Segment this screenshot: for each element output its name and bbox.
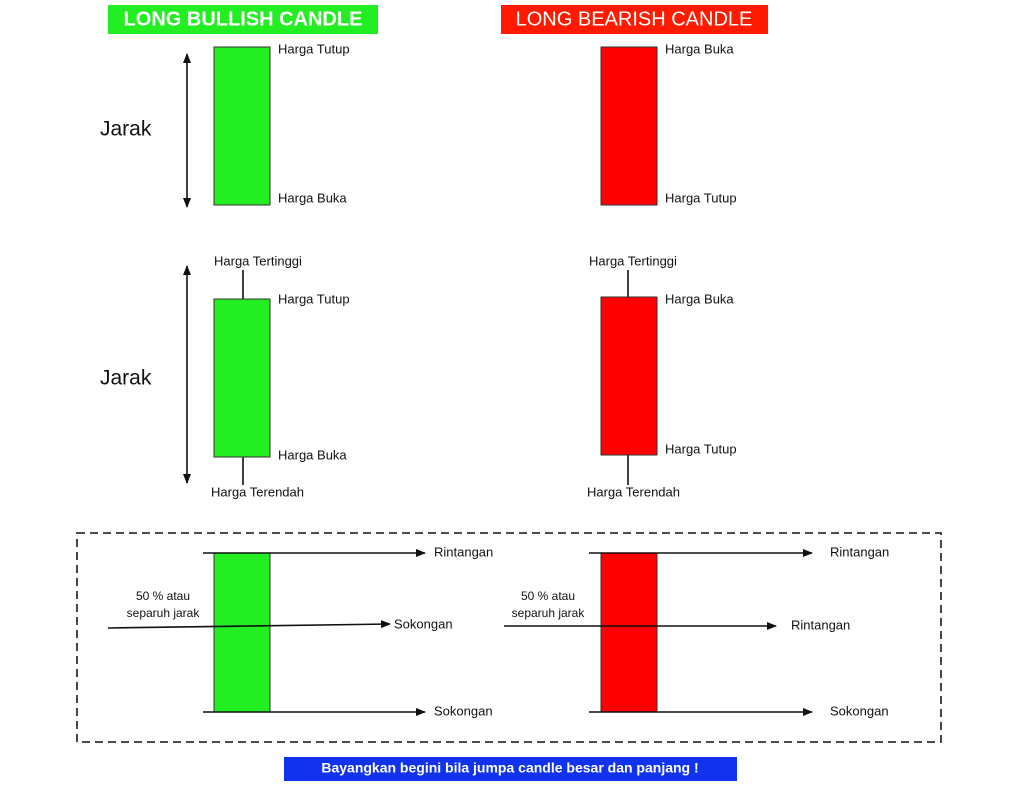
label: Harga Tutup	[665, 190, 737, 205]
footer-box	[284, 757, 737, 781]
title: LONG BULLISH CANDLE	[124, 8, 363, 30]
note: 50 % atau	[136, 589, 190, 603]
label: Harga Buka	[665, 291, 734, 306]
label: Harga Terendah	[211, 484, 304, 499]
title-box	[108, 5, 378, 34]
bullish-candle	[213, 46, 271, 206]
level-arrow	[107, 620, 391, 629]
label: Rintangan	[434, 544, 493, 559]
bullish-candle	[213, 298, 271, 458]
label: Harga Buka	[278, 447, 347, 462]
label: Rintangan	[791, 617, 850, 632]
note: separuh jarak	[127, 606, 201, 620]
title: LONG BEARISH CANDLE	[516, 8, 753, 30]
label: Harga Tutup	[665, 441, 737, 456]
bearish-candle	[600, 46, 658, 206]
range-label: Jarak	[100, 367, 152, 390]
label: Sokongan	[394, 616, 453, 631]
note: 50 % atau	[521, 589, 575, 603]
title-box	[501, 5, 768, 34]
bearish-candle	[600, 296, 658, 456]
label: Harga Buka	[665, 41, 734, 56]
bullish-candle	[213, 552, 271, 713]
label: Harga Buka	[278, 190, 347, 205]
label: Harga Tertinggi	[589, 253, 677, 268]
footer: Bayangkan begini bila jumpa candle besar…	[321, 760, 698, 776]
label: Harga Tertinggi	[214, 253, 302, 268]
range-label: Jarak	[100, 118, 152, 141]
bearish-candle	[600, 552, 658, 713]
label: Sokongan	[830, 703, 889, 718]
label: Rintangan	[830, 544, 889, 559]
label: Harga Tutup	[278, 41, 350, 56]
label: Sokongan	[434, 703, 493, 718]
dashed-box	[76, 532, 942, 743]
label: Harga Tutup	[278, 291, 350, 306]
note: separuh jarak	[512, 606, 586, 620]
label: Harga Terendah	[587, 484, 680, 499]
